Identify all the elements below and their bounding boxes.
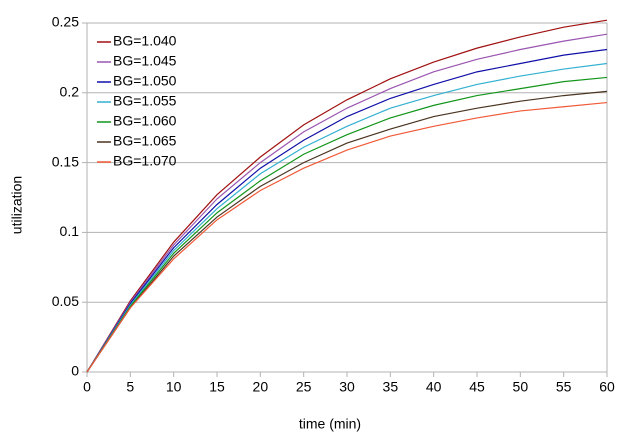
x-tick-label: 40: [426, 379, 442, 395]
legend-label: BG=1.050: [113, 73, 177, 89]
x-tick-label: 5: [126, 379, 134, 395]
series-line: [86, 76, 608, 373]
x-tick-label: 45: [469, 379, 485, 395]
legend-label: BG=1.045: [113, 53, 177, 69]
y-axis-label: utilization: [9, 176, 25, 234]
y-tick-label: 0.25: [52, 14, 79, 30]
x-tick-label: 15: [209, 379, 225, 395]
y-tick-label: 0.05: [52, 293, 79, 309]
x-tick-label: 30: [339, 379, 355, 395]
series-line: [86, 62, 608, 373]
series-line: [86, 101, 608, 373]
y-tick-label: 0.1: [60, 223, 80, 239]
legend-label: BG=1.055: [113, 93, 177, 109]
series-line: [86, 33, 608, 373]
y-tick-label: 0: [71, 363, 79, 379]
y-tick-label: 0.15: [52, 153, 79, 169]
legend-label: BG=1.040: [113, 33, 177, 49]
x-tick-label: 0: [83, 379, 91, 395]
x-tick-label: 55: [556, 379, 572, 395]
legend-label: BG=1.070: [113, 153, 177, 169]
x-tick-label: 50: [513, 379, 529, 395]
x-tick-label: 60: [599, 379, 615, 395]
x-tick-label: 10: [166, 379, 182, 395]
series-line: [86, 48, 608, 373]
series-line: [86, 90, 608, 373]
series-line: [86, 19, 608, 373]
y-tick-label: 0.2: [60, 84, 80, 100]
x-tick-label: 35: [383, 379, 399, 395]
legend-label: BG=1.060: [113, 113, 177, 129]
x-tick-label: 20: [253, 379, 269, 395]
x-tick-label: 25: [296, 379, 312, 395]
legend-label: BG=1.065: [113, 133, 177, 149]
x-axis-label: time (min): [299, 416, 361, 432]
plot-frame: [86, 22, 608, 373]
